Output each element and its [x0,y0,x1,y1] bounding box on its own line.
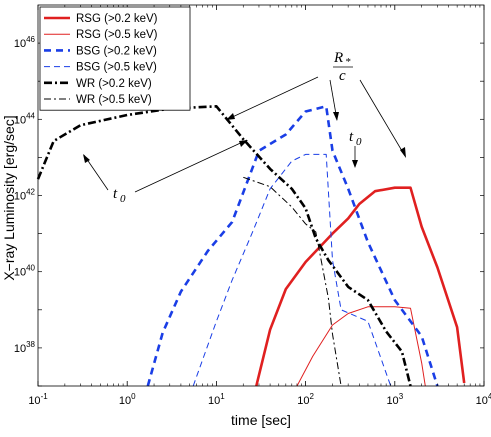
rstar-denominator: c [339,68,346,84]
plot-frame [37,4,485,387]
t0-label-left: t [113,186,118,202]
arrow-t0-bsg [134,139,248,193]
t0-label-left-sub: 0 [120,193,126,205]
arrow-rstar-wr [225,76,319,121]
series-line-1 [296,306,426,387]
x-tick-label-0: 10-1 [28,392,48,407]
arrowhead-t0-rsg [352,160,358,168]
legend-box [39,6,191,111]
x-tick-label-4: 103 [386,392,403,407]
legend: RSG (>0.2 keV) RSG (>0.5 keV) BSG (>0.2 ke… [39,6,191,111]
y-tick-label-3: 1044 [14,111,36,126]
x-tick-label-3: 102 [297,392,314,407]
arrowhead-rstar-rsg [400,147,406,158]
x-axis-label: time [sec] [231,412,291,428]
legend-label-2: BSG (>0.2 keV) [76,45,157,57]
arrowhead-rstar-wr [226,113,235,120]
rstar-numerator: R [333,50,343,66]
annotation-layer: R * c t 0 t 0 [83,50,406,205]
y-tick-label-1: 1040 [14,264,36,279]
x-tick-label-1: 100 [119,392,136,407]
arrowhead-t0-wr [83,154,90,163]
series-line-2 [146,105,439,387]
legend-label-0: RSG (>0.2 keV) [76,13,158,25]
legend-label-3: BSG (>0.5 keV) [76,62,157,74]
arrowhead-rstar-bsg [333,112,339,121]
arrow-rstar-rsg [359,79,406,157]
t0-label-right-sub: 0 [356,136,362,148]
x-tick-label-5: 104 [476,392,491,407]
axes-layer: 10-1 100 101 102 103 104 1038 1040 1042 1044 1046 [14,5,491,407]
y-tick-label-4: 1046 [14,35,36,50]
rstar-subscript: * [345,56,351,68]
legend-label-4: WR (>0.2 keV) [76,78,152,90]
series-line-5 [243,176,342,387]
series-line-0 [255,186,466,387]
y-tick-label-2: 1042 [14,188,36,203]
series-layer [36,105,466,387]
t0-label-right: t [349,129,354,145]
y-axis-label: X−ray Luminosity [erg/sec] [1,115,17,280]
legend-label-1: RSG (>0.5 keV) [76,29,158,41]
arrowhead-t0-bsg [239,140,248,147]
legend-label-5: WR (>0.5 keV) [76,94,152,106]
x-tick-label-2: 101 [208,392,225,407]
y-tick-label-0: 1038 [14,340,36,355]
series-line-4 [36,105,412,387]
series-line-3 [192,153,392,387]
